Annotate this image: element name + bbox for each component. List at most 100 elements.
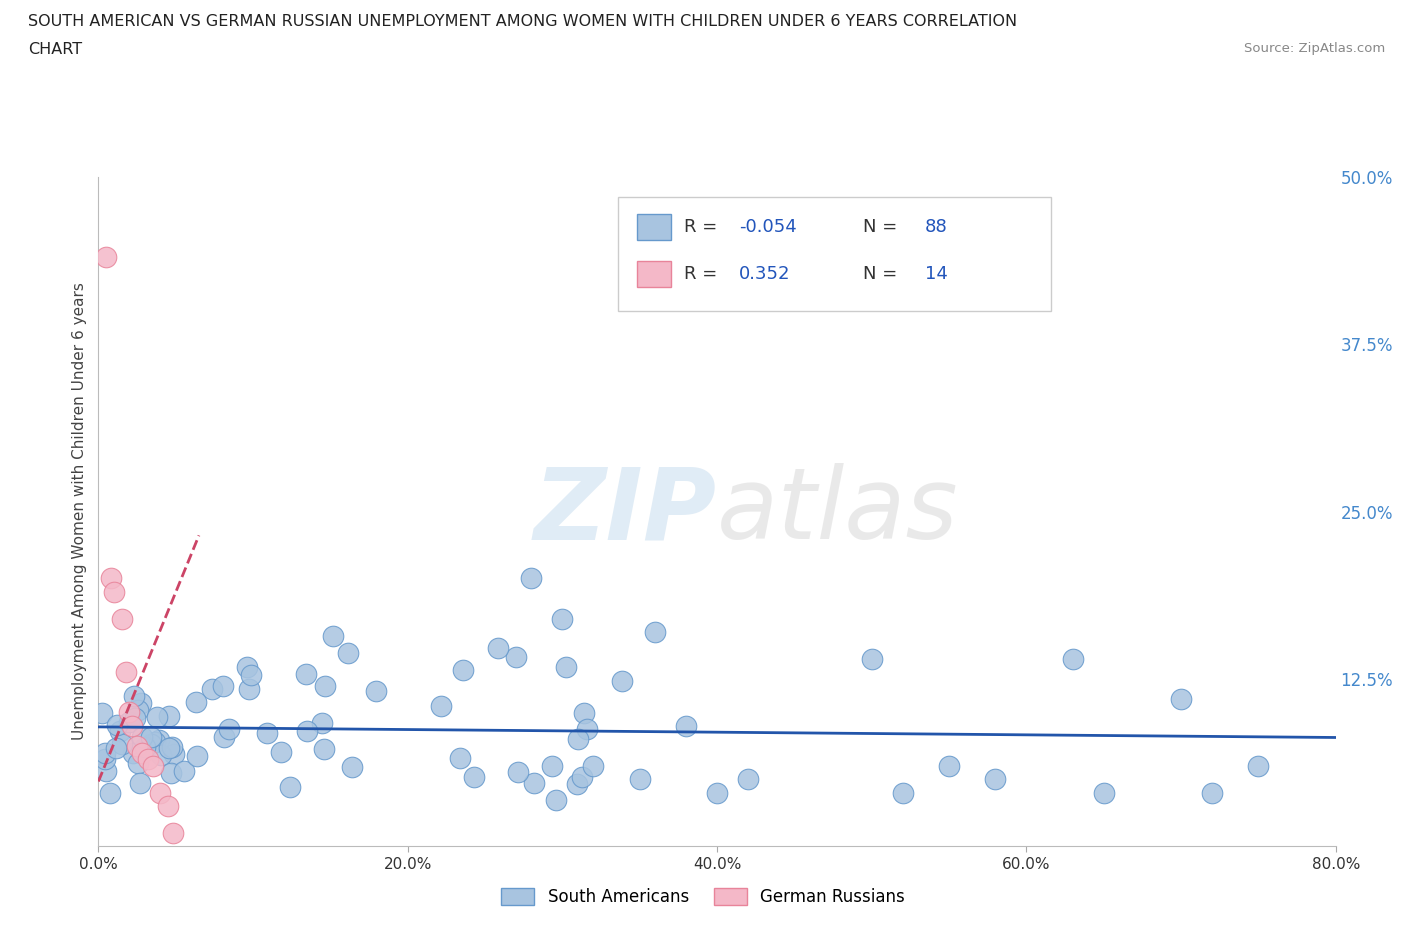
Point [134, 740, 156, 755]
Point [136, 751, 159, 766]
Point [311, 715, 333, 730]
Point [111, 611, 134, 626]
Point [938, 759, 960, 774]
Legend: South Americans, German Russians: South Americans, German Russians [494, 881, 912, 912]
Point [127, 738, 149, 753]
Point [121, 718, 143, 733]
Point [706, 785, 728, 800]
Text: N =: N = [863, 265, 903, 283]
Point [131, 729, 153, 744]
Point [157, 709, 180, 724]
Point [184, 695, 207, 710]
Point [486, 641, 509, 656]
Point [256, 725, 278, 740]
Point [1201, 785, 1223, 800]
Point [128, 776, 150, 790]
Point [139, 729, 162, 744]
Text: R =: R = [683, 265, 723, 283]
Point [449, 751, 471, 765]
Point [574, 706, 596, 721]
Point [860, 651, 883, 666]
Point [430, 698, 453, 713]
Point [554, 660, 576, 675]
Point [127, 703, 149, 718]
Point [157, 799, 180, 814]
Point [582, 759, 605, 774]
Point [675, 718, 697, 733]
Point [565, 777, 588, 791]
Point [610, 673, 633, 688]
Point [115, 665, 138, 680]
Point [160, 739, 183, 754]
Point [737, 772, 759, 787]
Point [159, 766, 181, 781]
Point [239, 668, 262, 683]
Point [567, 732, 589, 747]
Point [162, 826, 184, 841]
Point [336, 646, 359, 661]
Point [173, 764, 195, 778]
Point [236, 659, 259, 674]
Point [891, 785, 914, 800]
Point [1170, 692, 1192, 707]
Point [322, 629, 344, 644]
Point [212, 730, 235, 745]
Point [94, 751, 117, 766]
Point [628, 772, 651, 787]
Point [149, 785, 172, 800]
Point [163, 746, 186, 761]
Point [186, 749, 208, 764]
Point [129, 696, 152, 711]
Bar [637, 214, 671, 240]
Point [201, 682, 224, 697]
Point [127, 756, 149, 771]
Point [295, 724, 318, 738]
Point [340, 760, 363, 775]
Point [212, 678, 235, 693]
Point [124, 711, 146, 725]
Point [270, 745, 292, 760]
Point [280, 780, 302, 795]
Text: atlas: atlas [717, 463, 959, 560]
Point [505, 649, 527, 664]
Point [523, 776, 546, 790]
Point [984, 772, 1007, 787]
Text: 0.352: 0.352 [740, 265, 790, 283]
Point [143, 734, 166, 749]
Point [118, 705, 141, 720]
Point [1092, 785, 1115, 800]
Text: Source: ZipAtlas.com: Source: ZipAtlas.com [1244, 42, 1385, 55]
Point [111, 737, 134, 751]
Point [157, 741, 180, 756]
Text: -0.054: -0.054 [740, 219, 797, 236]
Point [142, 759, 165, 774]
Text: 88: 88 [925, 219, 948, 236]
Point [107, 717, 129, 732]
Point [314, 679, 336, 694]
Point [1247, 759, 1270, 774]
Point [94, 746, 117, 761]
Point [238, 681, 260, 696]
Point [571, 769, 593, 784]
Point [148, 733, 170, 748]
Point [575, 722, 598, 737]
Bar [637, 261, 671, 287]
Text: R =: R = [683, 219, 723, 236]
Text: ZIP: ZIP [534, 463, 717, 560]
Point [118, 715, 141, 730]
Point [96, 249, 118, 264]
Point [218, 722, 240, 737]
Point [1062, 651, 1084, 666]
Point [508, 764, 530, 779]
Point [295, 667, 318, 682]
Point [131, 745, 153, 760]
Point [105, 741, 128, 756]
Point [463, 769, 485, 784]
Point [98, 785, 121, 800]
Point [100, 571, 122, 586]
Text: N =: N = [863, 219, 903, 236]
Point [149, 748, 172, 763]
Point [122, 746, 145, 761]
Point [544, 792, 567, 807]
Point [644, 625, 666, 640]
